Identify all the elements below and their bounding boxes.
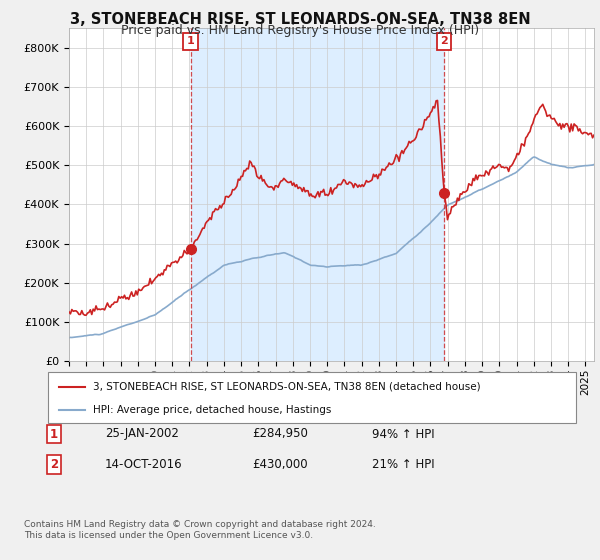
Text: 3, STONEBEACH RISE, ST LEONARDS-ON-SEA, TN38 8EN: 3, STONEBEACH RISE, ST LEONARDS-ON-SEA, … [70,12,530,27]
Text: Price paid vs. HM Land Registry's House Price Index (HPI): Price paid vs. HM Land Registry's House … [121,24,479,37]
Text: 2: 2 [440,36,448,46]
Text: 1: 1 [187,36,194,46]
Text: 2: 2 [50,458,58,472]
Text: Contains HM Land Registry data © Crown copyright and database right 2024.: Contains HM Land Registry data © Crown c… [24,520,376,529]
Text: 1: 1 [50,427,58,441]
Text: 94% ↑ HPI: 94% ↑ HPI [372,427,434,441]
Text: £430,000: £430,000 [252,458,308,472]
Text: 21% ↑ HPI: 21% ↑ HPI [372,458,434,472]
FancyBboxPatch shape [48,372,576,423]
Text: HPI: Average price, detached house, Hastings: HPI: Average price, detached house, Hast… [93,405,331,415]
Bar [191,28,444,361]
Text: £284,950: £284,950 [252,427,308,441]
Text: 14-OCT-2016: 14-OCT-2016 [105,458,182,472]
Text: 3, STONEBEACH RISE, ST LEONARDS-ON-SEA, TN38 8EN (detached house): 3, STONEBEACH RISE, ST LEONARDS-ON-SEA, … [93,381,481,391]
Text: 25-JAN-2002: 25-JAN-2002 [105,427,179,441]
Text: This data is licensed under the Open Government Licence v3.0.: This data is licensed under the Open Gov… [24,531,313,540]
